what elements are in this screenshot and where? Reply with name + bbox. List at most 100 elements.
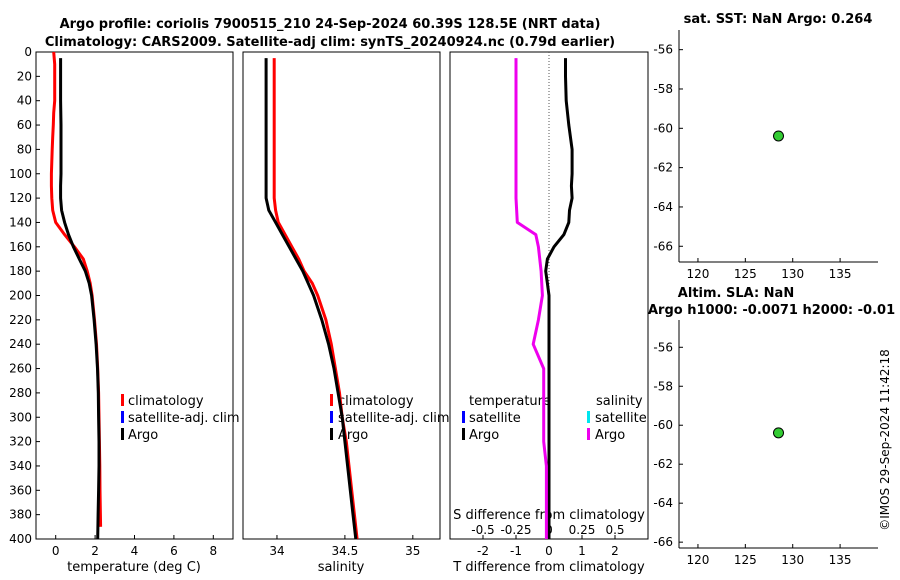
- legend-swatch-argo: [462, 428, 465, 440]
- top-tick-label: -0.5: [471, 523, 494, 537]
- legend-swatch-argo-salinity: [587, 428, 590, 440]
- map-y-tick-label: -66: [653, 535, 673, 549]
- y-tick-label: 400: [9, 532, 32, 546]
- y-tick-label: 280: [9, 386, 32, 400]
- legend-swatch-argo: [330, 428, 333, 440]
- top-tick-label: -0.25: [500, 523, 531, 537]
- temperature-legend: climatology satellite-adj. clim Argo: [121, 394, 240, 443]
- salinity-legend: climatology satellite-adj. clim Argo: [330, 394, 450, 443]
- y-tick-label: 80: [17, 142, 32, 156]
- y-tick-label: 0: [24, 45, 32, 59]
- salinity-xlabel: salinity: [318, 560, 365, 575]
- temperature-panel: [35, 51, 234, 540]
- map-x-tick-label: 130: [781, 267, 804, 281]
- map-y-tick-label: -64: [653, 496, 673, 510]
- map-x-tick-label: 135: [829, 553, 852, 567]
- legend-label: Argo: [595, 428, 625, 443]
- sla-map-title-line1: Altim. SLA: NaN: [678, 286, 794, 301]
- y-tick-label: 340: [9, 459, 32, 473]
- x-tick-label: 0: [52, 544, 60, 558]
- legend-label: climatology: [128, 394, 204, 409]
- y-tick-label: 200: [9, 289, 32, 303]
- top-tick-label: 0.5: [605, 523, 624, 537]
- series-line-climatology: [49, 51, 103, 527]
- x-tick-label: 35: [405, 544, 420, 558]
- map-y-tick-label: -62: [653, 457, 673, 471]
- map-x-tick-label: 135: [829, 267, 852, 281]
- y-tick-label: 160: [9, 240, 32, 254]
- legend-swatch-satellite: [121, 411, 124, 423]
- chart-marks: 0204060801001201401601802002202402602803…: [9, 43, 851, 567]
- x-tick-label: 6: [170, 544, 178, 558]
- series-line-argo: [59, 58, 101, 540]
- legend-swatch-argo: [121, 428, 124, 440]
- legend-heading-salinity: salinity: [596, 394, 643, 409]
- y-tick-label: 380: [9, 508, 32, 522]
- y-tick-label: 60: [17, 118, 32, 132]
- top-tick-label: 0.25: [569, 523, 596, 537]
- series-line-salinity-argo: [514, 58, 548, 539]
- map-x-tick-label: 125: [734, 267, 757, 281]
- map-y-tick-label: -58: [653, 82, 673, 96]
- legend-swatch-satellite-salinity: [587, 411, 590, 423]
- map-x-tick-label: 120: [686, 267, 709, 281]
- x-tick-label: 0: [545, 544, 553, 558]
- y-tick-label: 320: [9, 435, 32, 449]
- y-tick-label: 220: [9, 313, 32, 327]
- sst-map-title: sat. SST: NaN Argo: 0.264: [684, 12, 873, 27]
- map-x-tick-label: 120: [686, 553, 709, 567]
- y-tick-label: 180: [9, 264, 32, 278]
- map-y-tick-label: -66: [653, 239, 673, 253]
- map-y-tick-label: -56: [653, 340, 673, 354]
- legend-label: satellite-adj. clim: [338, 411, 450, 426]
- series-line-temperature-argo: [544, 58, 574, 539]
- y-tick-label: 100: [9, 167, 32, 181]
- x-tick-label: -1: [510, 544, 522, 558]
- x-tick-label: -2: [477, 544, 489, 558]
- map-y-tick-label: -58: [653, 379, 673, 393]
- legend-swatch-climatology: [330, 394, 333, 406]
- map-y-tick-label: -62: [653, 161, 673, 175]
- x-tick-label: 2: [611, 544, 619, 558]
- map-x-tick-label: 130: [781, 553, 804, 567]
- y-tick-label: 240: [9, 337, 32, 351]
- legend-label: satellite: [595, 411, 647, 426]
- y-tick-label: 300: [9, 410, 32, 424]
- y-tick-label: 20: [17, 69, 32, 83]
- legend-swatch-satellite: [462, 411, 465, 423]
- difference-xlabel: T difference from climatology: [452, 560, 645, 575]
- y-tick-label: 40: [17, 94, 32, 108]
- legend-label: climatology: [338, 394, 414, 409]
- series-line-argo: [264, 58, 358, 540]
- map-y-tick-label: -60: [653, 418, 673, 432]
- map-y-tick-label: -56: [653, 43, 673, 57]
- x-tick-label: 4: [131, 544, 139, 558]
- y-tick-label: 260: [9, 362, 32, 376]
- legend-label: Argo: [469, 428, 499, 443]
- legend-heading-temperature: temperature: [469, 394, 551, 409]
- map-y-tick-label: -64: [653, 200, 673, 214]
- figure-title-line2: Climatology: CARS2009. Satellite-adj cli…: [45, 35, 615, 50]
- map-x-tick-label: 125: [734, 553, 757, 567]
- legend-label: Argo: [128, 428, 158, 443]
- y-tick-label: 140: [9, 215, 32, 229]
- temperature-xlabel: temperature (deg C): [67, 560, 201, 575]
- float-location-marker: [773, 130, 784, 142]
- salinity-panel: [242, 51, 441, 540]
- x-tick-label: 8: [209, 544, 217, 558]
- difference-legend: temperature salinity satellite Argo sate…: [462, 394, 647, 443]
- y-tick-label: 120: [9, 191, 32, 205]
- map-y-tick-label: -60: [653, 121, 673, 135]
- x-tick-label: 1: [578, 544, 586, 558]
- legend-swatch-climatology: [121, 394, 124, 406]
- float-location-marker: [773, 427, 784, 439]
- legend-swatch-satellite: [330, 411, 333, 423]
- sla-map-title-line2: Argo h1000: -0.0071 h2000: -0.01: [648, 303, 895, 318]
- x-tick-label: 34: [269, 544, 284, 558]
- x-tick-label: 34.5: [332, 544, 359, 558]
- x-tick-label: 2: [91, 544, 99, 558]
- figure-title-line1: Argo profile: coriolis 7900515_210 24-Se…: [60, 17, 601, 32]
- y-tick-label: 360: [9, 483, 32, 497]
